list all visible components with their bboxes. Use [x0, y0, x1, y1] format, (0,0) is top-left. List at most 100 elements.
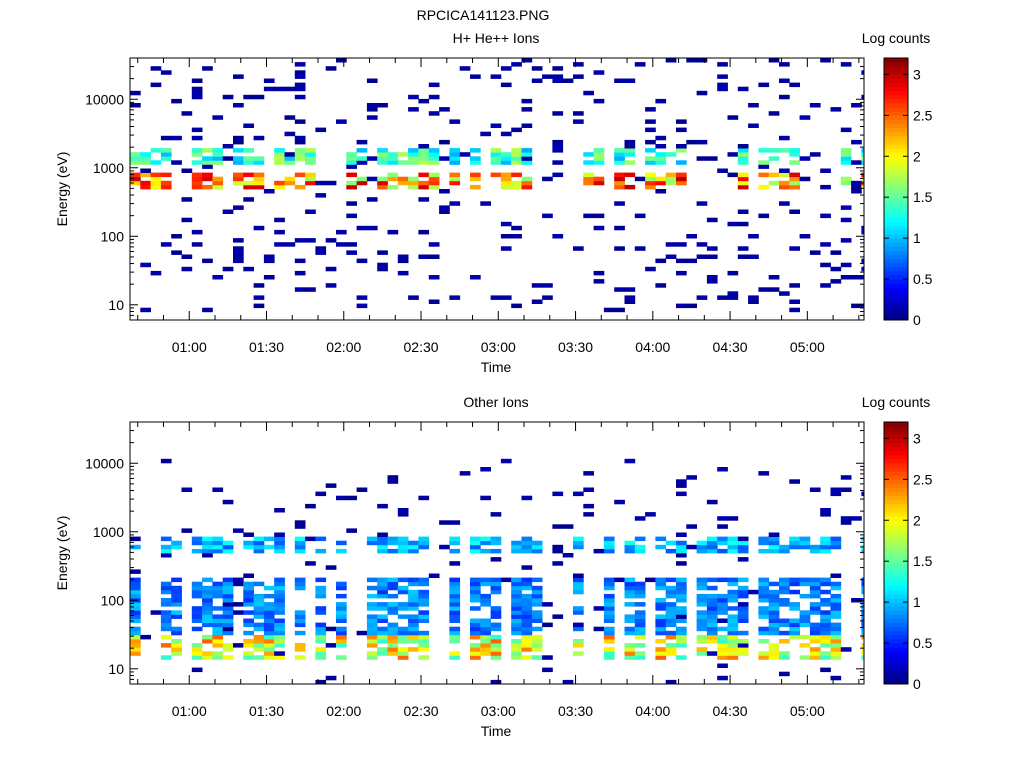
heatmap-cell — [696, 90, 708, 96]
heatmap-cell — [171, 639, 182, 644]
y-axis-label: Energy (eV) — [54, 152, 70, 227]
heatmap-cell — [140, 307, 151, 313]
heatmap-cell — [727, 295, 739, 300]
heatmap-cell — [439, 205, 450, 210]
heatmap-cell — [789, 152, 800, 157]
colorbar-swatch — [884, 176, 908, 182]
heatmap-cell — [779, 581, 790, 587]
heatmap-cell — [665, 242, 677, 247]
heatmap-cell — [191, 94, 203, 100]
heatmap-cell — [840, 647, 852, 652]
heatmap-cell — [480, 639, 491, 644]
heatmap-cell — [470, 589, 481, 595]
heatmap-cell — [356, 176, 368, 182]
heatmap-cell — [305, 536, 316, 542]
heatmap-cell — [696, 295, 708, 300]
heatmap-cell — [737, 544, 749, 550]
heatmap-cell — [377, 618, 388, 623]
heatmap-cell — [470, 598, 481, 603]
heatmap-cell — [779, 548, 790, 554]
heatmap-cell — [274, 618, 285, 623]
heatmap-cell — [253, 184, 265, 190]
heatmap-cell — [346, 180, 357, 186]
heatmap-cell — [634, 536, 646, 542]
heatmap-cell — [191, 610, 203, 615]
heatmap-cell — [202, 553, 213, 558]
heatmap-cell — [253, 94, 265, 100]
heatmap-cell — [470, 626, 481, 632]
heatmap-cell — [366, 585, 378, 591]
heatmap-cell — [490, 148, 502, 153]
heatmap-cell — [706, 577, 718, 583]
heatmap-cell — [645, 139, 656, 145]
colorbar-tick-label: 1.5 — [913, 189, 933, 205]
colorbar-swatch — [884, 671, 908, 677]
heatmap-cell — [397, 544, 409, 550]
heatmap-cell — [655, 655, 667, 660]
heatmap-cell — [851, 103, 862, 108]
heatmap-cell — [387, 643, 399, 648]
x-tick-label: 01:30 — [249, 703, 284, 719]
heatmap-cell — [171, 602, 182, 607]
heatmap-cell — [603, 548, 615, 554]
heatmap-cell — [614, 201, 625, 206]
heatmap-cell — [428, 184, 440, 190]
heatmap-cell — [799, 655, 811, 660]
heatmap-cell — [490, 651, 502, 656]
heatmap-cell — [439, 156, 450, 161]
heatmap-cell — [356, 180, 368, 186]
heatmap-cell — [573, 610, 584, 615]
heatmap-cell — [336, 585, 347, 591]
heatmap-cell — [758, 630, 770, 636]
heatmap-cell — [696, 598, 708, 603]
heatmap-cell — [768, 275, 780, 280]
heatmap-cell — [212, 275, 224, 280]
heatmap-cell — [222, 499, 234, 505]
colorbar-tick-label: 1 — [913, 594, 921, 610]
heatmap-cell — [490, 160, 502, 165]
heatmap-cell — [706, 246, 718, 251]
heatmap-cell — [243, 602, 254, 607]
heatmap-cell — [521, 495, 533, 501]
heatmap-cell — [809, 544, 821, 550]
heatmap-cell — [789, 172, 800, 178]
colorbar-swatch — [884, 659, 908, 665]
heatmap-cell — [603, 655, 615, 660]
heatmap-cell — [490, 295, 502, 300]
heatmap-cell — [408, 598, 419, 603]
heatmap-cell — [366, 614, 378, 619]
heatmap-cell — [377, 614, 388, 619]
heatmap-cell — [696, 544, 708, 550]
heatmap-cell — [676, 585, 687, 591]
heatmap-cell — [676, 119, 687, 124]
heatmap-cell — [676, 561, 687, 566]
plot-frame — [129, 57, 865, 321]
heatmap-cell — [521, 585, 533, 591]
heatmap-cell — [377, 103, 388, 108]
heatmap-cell — [820, 512, 831, 517]
heatmap-cell — [366, 655, 378, 660]
heatmap-cell — [727, 581, 739, 587]
heatmap-cell — [634, 589, 646, 595]
heatmap-cell — [263, 618, 275, 623]
heatmap-cell — [356, 630, 368, 636]
heatmap-cell — [717, 467, 728, 472]
colorbar-swatch — [884, 499, 908, 505]
colorbar-swatch — [884, 544, 908, 550]
heatmap-cell — [531, 634, 543, 640]
heatmap-cell — [758, 589, 770, 595]
heatmap-cell — [624, 630, 636, 636]
heatmap-cell — [171, 234, 182, 239]
heatmap-cell — [665, 630, 677, 636]
heatmap-cell — [315, 180, 327, 186]
heatmap-cell — [480, 602, 491, 607]
heatmap-cell — [160, 135, 172, 141]
heatmap-cell — [676, 242, 687, 247]
heatmap-cell — [130, 172, 141, 178]
heatmap-cell — [253, 610, 265, 615]
heatmap-cell — [665, 634, 677, 640]
heatmap-cell — [645, 160, 656, 165]
heatmap-cell — [861, 655, 865, 660]
heatmap-cell — [233, 258, 244, 264]
heatmap-cell — [130, 606, 141, 611]
